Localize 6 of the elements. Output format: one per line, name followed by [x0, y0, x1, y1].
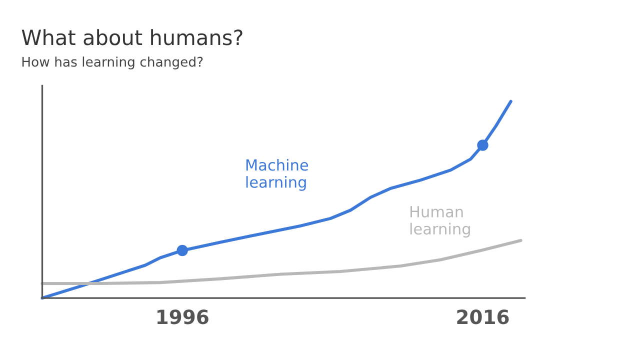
text: Machine learning: [246, 158, 308, 191]
series-label: Human learning: [410, 206, 470, 238]
chart-title: What about humans?: [22, 29, 242, 46]
chart-subtitle: How has learning changed?: [22, 56, 203, 70]
x-tick-label: 1996: [158, 310, 208, 324]
x-tick-label: 2016: [457, 310, 509, 324]
